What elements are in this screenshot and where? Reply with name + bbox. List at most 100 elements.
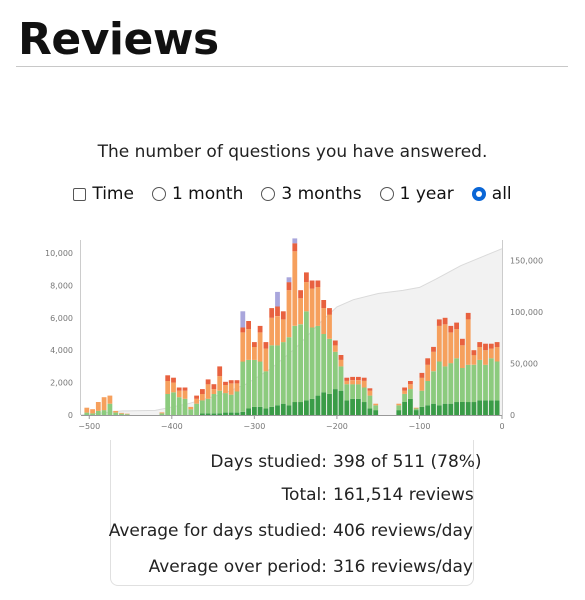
bar-young: [413, 408, 419, 411]
bar-young: [107, 403, 113, 415]
bar-relearn: [436, 319, 442, 326]
x-tick-label: −500: [78, 422, 100, 431]
bar-mature: [338, 390, 344, 415]
radio-1-year[interactable]: 1 year: [379, 184, 454, 204]
x-tick-label: −300: [243, 422, 265, 431]
bar-mature: [419, 406, 425, 415]
stats-table: Days studied: 398 of 511 (78%) Total: 16…: [109, 440, 482, 586]
bar-relearn: [182, 387, 188, 391]
bar-mature: [460, 402, 465, 415]
radio-3-months-circle[interactable]: [261, 187, 276, 201]
bar-relearn: [171, 377, 176, 383]
bar-relearn: [211, 384, 217, 390]
bar-learn: [321, 308, 327, 334]
bar-young: [361, 387, 367, 403]
radio-all-circle[interactable]: [471, 187, 486, 201]
radio-3-months[interactable]: 3 months: [261, 184, 362, 204]
bar-mature: [408, 398, 413, 415]
x-tick-label: −100: [408, 422, 430, 431]
bar-young: [344, 384, 350, 401]
bar-relearn: [309, 280, 315, 289]
bar-mature: [240, 411, 246, 415]
bar-young: [454, 358, 459, 403]
bar-learn: [436, 325, 442, 362]
bar-young: [246, 359, 251, 409]
bar-learn: [419, 377, 425, 391]
bar-mature: [483, 400, 488, 415]
bar-learn: [413, 407, 419, 409]
bar-relearn: [465, 312, 471, 320]
y-tick-label: 10,000: [45, 249, 73, 258]
bar-learn: [367, 390, 373, 396]
bar-young: [373, 405, 379, 411]
bars-layer: [84, 238, 500, 415]
bar-mature: [211, 413, 217, 415]
bar-relearn: [327, 308, 332, 315]
bar-relearn: [488, 343, 494, 349]
bar-relearn: [280, 311, 286, 320]
page-title: Reviews: [18, 14, 219, 65]
bar-young: [402, 393, 407, 402]
bar-learn: [448, 332, 454, 364]
y2-tick-label: 0: [510, 411, 515, 420]
bar-learn: [200, 393, 205, 401]
bar-young: [95, 410, 101, 415]
radio-1-year-label: 1 year: [399, 184, 454, 204]
bar-young: [182, 398, 188, 415]
bar-learn: [211, 389, 217, 394]
x-tick-label: 0: [499, 422, 504, 431]
bar-mature: [263, 408, 269, 415]
bar-young: [228, 394, 234, 413]
bar-young: [448, 363, 454, 404]
bar-learn: [442, 324, 448, 367]
bar-mature: [200, 413, 205, 415]
bar-mature: [269, 406, 275, 415]
bar-learn: [84, 407, 90, 413]
bar-young: [286, 337, 292, 406]
bar-learn: [171, 382, 176, 393]
bar-learn: [494, 346, 500, 362]
x-tick-label: −200: [326, 422, 348, 431]
bar-relearn: [217, 366, 223, 377]
bar-young: [269, 345, 275, 407]
bar-relearn: [442, 317, 448, 325]
time-checkbox[interactable]: Time: [73, 184, 134, 204]
bar-learn: [257, 332, 263, 362]
radio-1-year-circle[interactable]: [379, 187, 394, 201]
bar-learn: [361, 381, 367, 388]
bar-relearn: [292, 243, 298, 252]
bar-learn: [298, 298, 303, 325]
bar-young: [309, 327, 315, 399]
bar-relearn: [361, 377, 367, 381]
bar-young: [315, 325, 321, 396]
bar-learn: [252, 346, 257, 360]
bar-filtered: [240, 311, 246, 328]
bar-learn: [228, 383, 234, 395]
radio-1-month-circle[interactable]: [151, 187, 166, 201]
bar-mature: [373, 410, 379, 415]
bar-mature: [205, 413, 211, 415]
bar-young: [171, 392, 176, 415]
radio-1-month[interactable]: 1 month: [151, 184, 244, 204]
bar-young: [321, 334, 327, 393]
bar-learn: [483, 350, 488, 365]
bar-learn: [182, 390, 188, 399]
radio-all[interactable]: all: [471, 184, 512, 204]
stat-value: 398 of 511 (78%): [333, 452, 482, 472]
bar-mature: [327, 393, 332, 415]
bar-learn: [124, 413, 130, 415]
bar-young: [298, 324, 303, 403]
radio-1-month-label: 1 month: [171, 184, 244, 204]
time-checkbox-label: Time: [92, 184, 134, 204]
bar-relearn: [408, 381, 413, 385]
time-checkbox-box[interactable]: [73, 187, 87, 201]
bar-young: [442, 366, 448, 404]
bar-mature: [494, 400, 500, 415]
bar-relearn: [402, 387, 407, 391]
bar-relearn: [483, 343, 488, 351]
bar-mature: [234, 412, 240, 415]
bar-learn: [431, 351, 436, 372]
bar-young: [350, 384, 355, 399]
bar-young: [234, 391, 240, 413]
bar-mature: [488, 400, 494, 415]
